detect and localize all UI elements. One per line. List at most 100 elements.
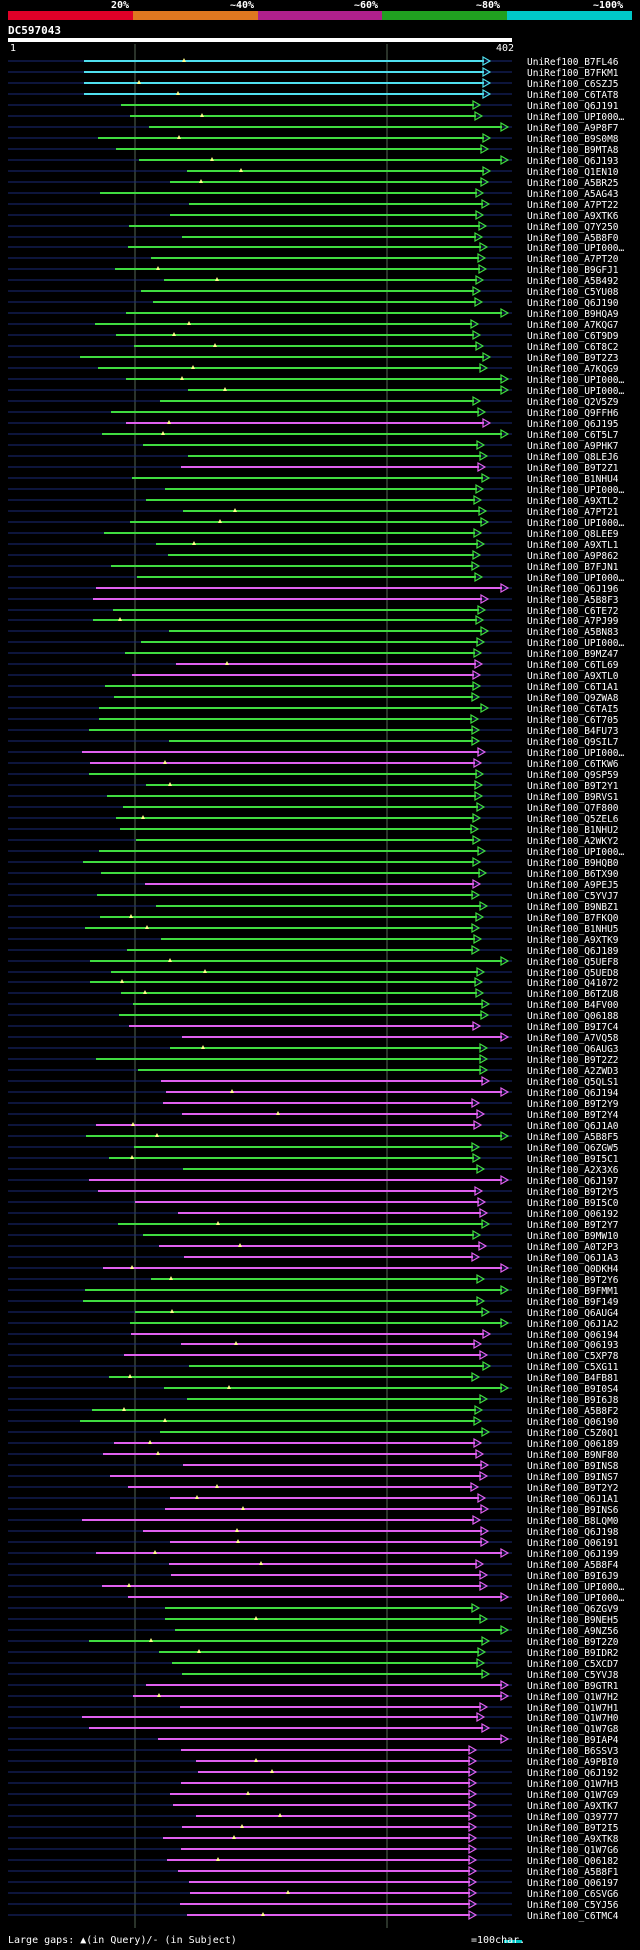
hit-label[interactable]: UniRef100_B9NEH5 <box>527 1615 619 1626</box>
hit-label[interactable]: UniRef100_UPI000… <box>527 847 625 858</box>
hit-label[interactable]: UniRef100_A7VQ58 <box>527 1033 619 1044</box>
hit-label[interactable]: UniRef100_B6TZU8 <box>527 989 619 1000</box>
hit-label[interactable]: UniRef100_Q6J194 <box>527 1088 619 1099</box>
hit-label[interactable]: UniRef100_C6SVG6 <box>527 1889 619 1900</box>
hit-label[interactable]: UniRef100_B9T2Y9 <box>527 1099 619 1110</box>
hit-label[interactable]: UniRef100_B9T2Y2 <box>527 1483 619 1494</box>
hit-label[interactable]: UniRef100_Q5QLS1 <box>527 1077 619 1088</box>
hit-label[interactable]: UniRef100_A5B492 <box>527 276 619 287</box>
hit-label[interactable]: UniRef100_B4FV00 <box>527 1000 619 1011</box>
hit-label[interactable]: UniRef100_Q9FFH6 <box>527 408 619 419</box>
hit-label[interactable]: UniRef100_C6T8C2 <box>527 342 619 353</box>
hit-label[interactable]: UniRef100_B9MW10 <box>527 1231 619 1242</box>
hit-label[interactable]: UniRef100_Q06189 <box>527 1439 619 1450</box>
hit-label[interactable]: UniRef100_Q6J199 <box>527 1549 619 1560</box>
hit-label[interactable]: UniRef100_B9INS7 <box>527 1472 619 1483</box>
hit-label[interactable]: UniRef100_C6T1A1 <box>527 682 619 693</box>
hit-label[interactable]: UniRef100_A9XTK8 <box>527 1834 619 1845</box>
hit-label[interactable]: UniRef100_B6TX90 <box>527 869 619 880</box>
hit-label[interactable]: UniRef100_Q1W7G9 <box>527 1790 619 1801</box>
hit-label[interactable]: UniRef100_B4FB81 <box>527 1373 619 1384</box>
hit-label[interactable]: UniRef100_Q1W7G8 <box>527 1724 619 1735</box>
hit-label[interactable]: UniRef100_B9I7C4 <box>527 1022 619 1033</box>
hit-label[interactable]: UniRef100_Q6J192 <box>527 1768 619 1779</box>
hit-label[interactable]: UniRef100_Q06197 <box>527 1878 619 1889</box>
hit-label[interactable]: UniRef100_Q8LEJ6 <box>527 452 619 463</box>
hit-label[interactable]: UniRef100_B8LQM0 <box>527 1516 619 1527</box>
hit-label[interactable]: UniRef100_C5XCD7 <box>527 1659 619 1670</box>
hit-label[interactable]: UniRef100_B7FKM1 <box>527 68 619 79</box>
hit-label[interactable]: UniRef100_A7PT20 <box>527 254 619 265</box>
hit-label[interactable]: UniRef100_Q6J197 <box>527 1176 619 1187</box>
hit-label[interactable]: UniRef100_UPI000… <box>527 1593 625 1604</box>
hit-label[interactable]: UniRef100_A7PJ99 <box>527 616 619 627</box>
hit-label[interactable]: UniRef100_C6TKW6 <box>527 759 619 770</box>
hit-label[interactable]: UniRef100_A2X3X6 <box>527 1165 619 1176</box>
hit-label[interactable]: UniRef100_A5B8F2 <box>527 1406 619 1417</box>
hit-label[interactable]: UniRef100_A2WKY2 <box>527 836 619 847</box>
hit-label[interactable]: UniRef100_B7FL46 <box>527 57 619 68</box>
hit-label[interactable]: UniRef100_A0T2P3 <box>527 1242 619 1253</box>
hit-label[interactable]: UniRef100_A5BN83 <box>527 627 619 638</box>
hit-label[interactable]: UniRef100_B9HQA9 <box>527 309 619 320</box>
hit-label[interactable]: UniRef100_C6T705 <box>527 715 619 726</box>
hit-label[interactable]: UniRef100_Q6J1A3 <box>527 1253 619 1264</box>
hit-label[interactable]: UniRef100_A9XTL2 <box>527 496 619 507</box>
hit-label[interactable]: UniRef100_UPI000… <box>527 112 625 123</box>
hit-label[interactable]: UniRef100_B9T2Z0 <box>527 1637 619 1648</box>
hit-label[interactable]: UniRef100_B9T2Z1 <box>527 463 619 474</box>
hit-label[interactable]: UniRef100_Q5UEF8 <box>527 957 619 968</box>
hit-label[interactable]: UniRef100_Q6J198 <box>527 1527 619 1538</box>
hit-label[interactable]: UniRef100_A9XTL1 <box>527 540 619 551</box>
hit-label[interactable]: UniRef100_Q1W7H1 <box>527 1703 619 1714</box>
hit-label[interactable]: UniRef100_A9PBI0 <box>527 1757 619 1768</box>
hit-label[interactable]: UniRef100_B9RVS1 <box>527 792 619 803</box>
hit-label[interactable]: UniRef100_B9MTA8 <box>527 145 619 156</box>
hit-label[interactable]: UniRef100_UPI000… <box>527 243 625 254</box>
hit-label[interactable]: UniRef100_Q7Y250 <box>527 222 619 233</box>
hit-label[interactable]: UniRef100_B9T2Y6 <box>527 1275 619 1286</box>
hit-label[interactable]: UniRef100_B9I5C1 <box>527 1154 619 1165</box>
hit-label[interactable]: UniRef100_B1NHU2 <box>527 825 619 836</box>
hit-label[interactable]: UniRef100_A7PT21 <box>527 507 619 518</box>
hit-label[interactable]: UniRef100_B7FKQ0 <box>527 913 619 924</box>
hit-label[interactable]: UniRef100_C5Z0Q1 <box>527 1428 619 1439</box>
hit-label[interactable]: UniRef100_Q6J195 <box>527 419 619 430</box>
hit-label[interactable]: UniRef100_Q7F800 <box>527 803 619 814</box>
hit-label[interactable]: UniRef100_A5B8F3 <box>527 595 619 606</box>
hit-label[interactable]: UniRef100_B9T2Y1 <box>527 781 619 792</box>
hit-label[interactable]: UniRef100_B9T2I5 <box>527 1823 619 1834</box>
hit-label[interactable]: UniRef100_Q06192 <box>527 1209 619 1220</box>
hit-label[interactable]: UniRef100_B1NHU5 <box>527 924 619 935</box>
hit-label[interactable]: UniRef100_C6SZJ5 <box>527 79 619 90</box>
hit-label[interactable]: UniRef100_Q06182 <box>527 1856 619 1867</box>
hit-label[interactable]: UniRef100_Q6J1A2 <box>527 1319 619 1330</box>
hit-label[interactable]: UniRef100_C6T9D9 <box>527 331 619 342</box>
hit-label[interactable]: UniRef100_B4FU73 <box>527 726 619 737</box>
hit-label[interactable]: UniRef100_Q06193 <box>527 1340 619 1351</box>
hit-label[interactable]: UniRef100_Q41072 <box>527 978 619 989</box>
hit-label[interactable]: UniRef100_UPI000… <box>527 1582 625 1593</box>
hit-label[interactable]: UniRef100_Q2V5Z9 <box>527 397 619 408</box>
hit-label[interactable]: UniRef100_B9FMM1 <box>527 1286 619 1297</box>
hit-label[interactable]: UniRef100_A5B8F1 <box>527 1867 619 1878</box>
hit-label[interactable]: UniRef100_UPI000… <box>527 573 625 584</box>
hit-label[interactable]: UniRef100_Q6J191 <box>527 101 619 112</box>
hit-label[interactable]: UniRef100_B7FJN1 <box>527 562 619 573</box>
hit-label[interactable]: UniRef100_B9NBZ1 <box>527 902 619 913</box>
hit-label[interactable]: UniRef100_Q9SIL7 <box>527 737 619 748</box>
hit-label[interactable]: UniRef100_C5YVJ7 <box>527 891 619 902</box>
hit-label[interactable]: UniRef100_Q6ZGV9 <box>527 1604 619 1615</box>
hit-label[interactable]: UniRef100_A7PT22 <box>527 200 619 211</box>
hit-label[interactable]: UniRef100_Q6J196 <box>527 584 619 595</box>
hit-label[interactable]: UniRef100_B9T2Y7 <box>527 1220 619 1231</box>
hit-label[interactable]: UniRef100_C5YJ56 <box>527 1900 619 1911</box>
hit-label[interactable]: UniRef100_A9NZ56 <box>527 1626 619 1637</box>
hit-label[interactable]: UniRef100_Q6J193 <box>527 156 619 167</box>
hit-label[interactable]: UniRef100_C6TMC4 <box>527 1911 619 1922</box>
hit-label[interactable]: UniRef100_B9NF80 <box>527 1450 619 1461</box>
hit-label[interactable]: UniRef100_UPI000… <box>527 485 625 496</box>
hit-label[interactable]: UniRef100_Q06188 <box>527 1011 619 1022</box>
hit-label[interactable]: UniRef100_A9XTK6 <box>527 211 619 222</box>
hit-label[interactable]: UniRef100_B9I6J8 <box>527 1395 619 1406</box>
